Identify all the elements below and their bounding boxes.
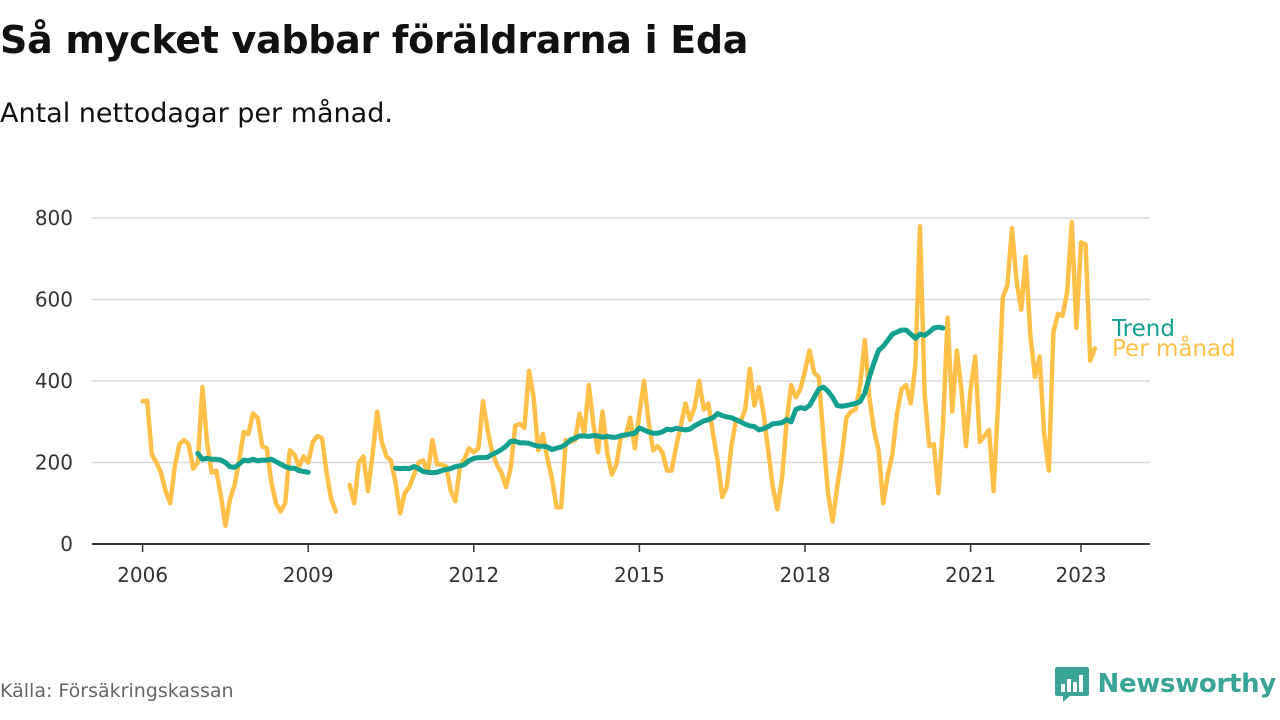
source-note: Källa: Försäkringskassan	[0, 680, 234, 702]
y-axis-ticks: 0 200 400 600 800	[35, 206, 73, 556]
trend-label: Trend	[1111, 316, 1175, 342]
brand-name: Newsworthy	[1097, 669, 1277, 699]
x-tick-label: 2021	[945, 563, 996, 587]
y-tick-label: 800	[35, 206, 73, 230]
newsworthy-logo[interactable]: Newsworthy	[1054, 664, 1276, 704]
x-tick-label: 2023	[1056, 563, 1107, 587]
y-tick-label: 200	[35, 451, 73, 475]
chart-bubble-icon	[1054, 667, 1089, 702]
x-tick-label: 2018	[780, 563, 831, 587]
chart-subtitle: Antal nettodagar per månad.	[0, 98, 393, 129]
y-tick-label: 0	[60, 532, 73, 556]
trend-line	[393, 324, 946, 476]
x-axis-ticks: 2006 2009 2012 2015 2018 2021 2023	[117, 544, 1106, 587]
per-manad-line	[347, 219, 1098, 524]
x-tick-label: 2006	[117, 563, 168, 587]
x-tick-label: 2015	[614, 563, 665, 587]
x-tick-label: 2012	[448, 563, 499, 587]
series-lines	[140, 219, 1098, 528]
per-manad-label: Per månad	[1112, 334, 1236, 362]
y-tick-label: 600	[35, 288, 73, 312]
y-tick-label: 400	[35, 369, 73, 393]
per-manad-line	[140, 384, 339, 528]
trend-line	[195, 451, 311, 475]
x-tick-label: 2009	[283, 563, 334, 587]
gridlines	[92, 217, 1150, 545]
chart-title: Så mycket vabbar föräldrarna i Eda	[0, 18, 749, 62]
